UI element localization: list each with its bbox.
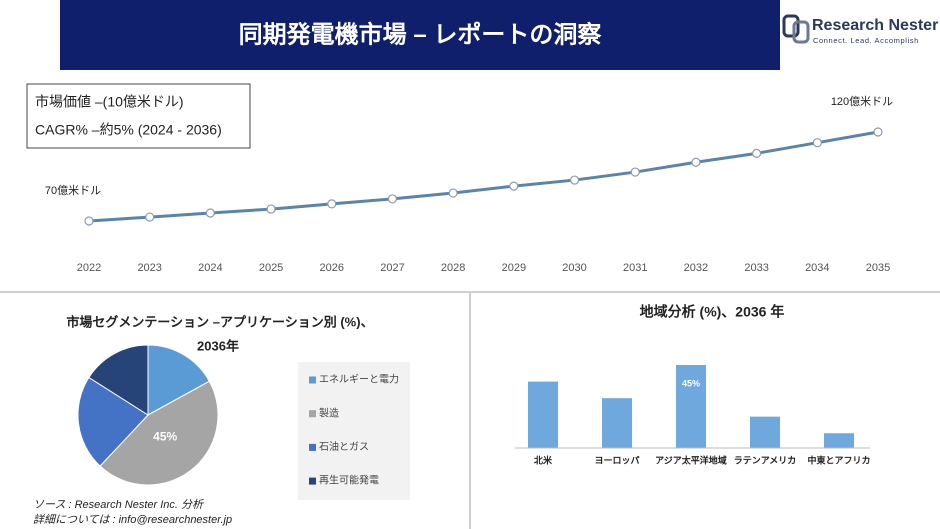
x-tick-label: 2027 [380, 262, 404, 274]
point [266, 204, 276, 214]
x-tick-label: 2030 [562, 262, 586, 274]
point [387, 194, 398, 204]
x-tick-label: ラテンアメリカ [734, 455, 797, 465]
logo-icon [792, 20, 810, 44]
x-tick-label: 2028 [441, 262, 465, 274]
x-tick-label: 2025 [259, 262, 283, 274]
point [873, 127, 883, 137]
pie-slice [88, 344, 149, 416]
point [752, 148, 762, 158]
chart-title: 2036年 [197, 338, 239, 353]
point [145, 212, 155, 222]
logo-tagline: Connect. Lead. Accomplish [813, 36, 919, 45]
chart-title: 地域分析 (%)、2036 年 [640, 304, 785, 320]
point [448, 188, 458, 198]
point [84, 216, 94, 226]
info-box [26, 83, 251, 149]
bar [528, 381, 558, 448]
logo-brand: Research Nester [812, 17, 938, 34]
legend-swatch [309, 443, 316, 451]
bar [602, 398, 632, 448]
bar [750, 416, 780, 448]
pie-slice [77, 376, 149, 467]
value-label: 45% [153, 429, 177, 443]
point [691, 157, 701, 167]
point [327, 199, 337, 209]
x-tick-label: 2023 [137, 262, 161, 274]
point [812, 138, 822, 148]
header-title: 同期発電機市場 – レポートの洞察 [239, 20, 603, 48]
legend-swatch [309, 376, 316, 384]
header-band [60, 0, 780, 70]
legend-swatch [309, 410, 316, 418]
x-tick-label: 中東とアフリカ [807, 454, 870, 465]
legend-box [298, 362, 410, 500]
legend-label: 再生可能発電 [319, 474, 379, 487]
logo-icon [782, 14, 800, 38]
legend-label: 製造 [319, 406, 339, 419]
bar [824, 433, 854, 448]
x-tick-label: 2022 [77, 262, 101, 274]
pie-slice [147, 344, 211, 416]
x-tick-label: ヨーロッパ [594, 454, 639, 465]
chart-title: 市場セグメンテーション –アプリケーション別 (%)、 [66, 314, 373, 329]
bar [676, 365, 706, 448]
pie-slice [99, 380, 219, 486]
x-tick-label: 2034 [805, 262, 829, 274]
line [88, 130, 879, 223]
source-text: ソース : Research Nester Inc. 分析 [33, 498, 205, 511]
x-tick-label: 2029 [502, 262, 526, 274]
info-text: CAGR% –約5% (2024 - 2036) [35, 122, 222, 138]
x-tick-label: 2024 [198, 262, 222, 274]
point [569, 175, 580, 185]
value-label: 45% [682, 378, 700, 388]
value-label: 120億米ドル [831, 95, 893, 108]
contact-text: 詳細については : info@researchnester.jp [33, 513, 232, 526]
x-tick-label: 北米 [534, 454, 553, 465]
x-tick-label: 2033 [744, 262, 768, 274]
point [630, 167, 640, 177]
x-tick-label: アジア太平洋地域 [655, 454, 727, 465]
value-label: 70億米ドル [45, 184, 101, 197]
x-tick-label: 2035 [866, 262, 890, 274]
x-tick-label: 2032 [684, 262, 708, 274]
point [205, 208, 215, 218]
x-tick-label: 2026 [320, 262, 344, 274]
legend-label: 石油とガス [319, 440, 369, 453]
point [509, 181, 519, 191]
legend-swatch [309, 477, 316, 485]
legend-label: エネルギーと電力 [319, 373, 399, 386]
info-text: 市場価値 –(10億米ドル) [35, 94, 184, 110]
x-tick-label: 2031 [623, 262, 647, 274]
